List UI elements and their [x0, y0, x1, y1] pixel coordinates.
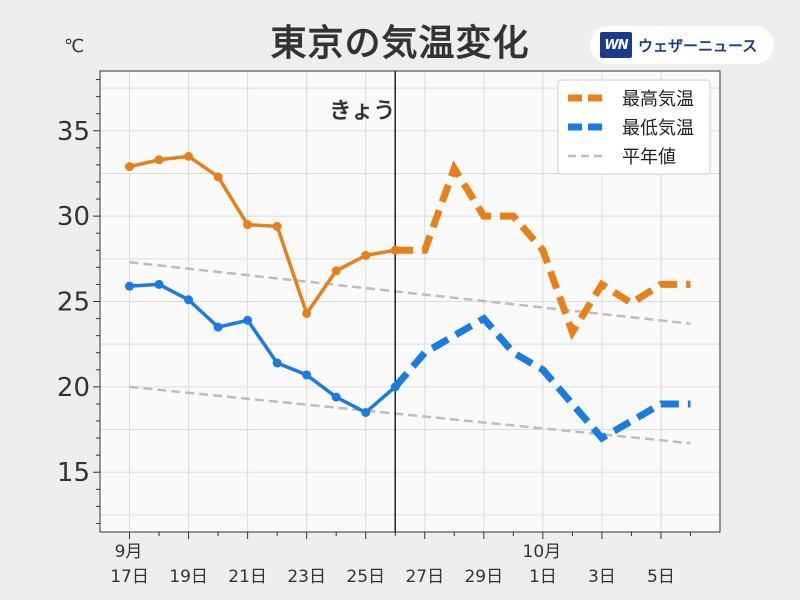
data-point-max	[331, 266, 341, 276]
data-point-max	[213, 172, 223, 182]
legend-label: 最高気温	[622, 89, 694, 110]
brand-logo: WN ウェザーニュース	[590, 26, 774, 64]
legend-box	[557, 79, 711, 175]
x-tick-label: 27日	[405, 567, 444, 587]
x-tick-label: 21日	[228, 567, 267, 587]
data-point-max	[390, 245, 400, 255]
data-point-min	[272, 358, 282, 368]
data-point-max	[125, 162, 135, 172]
x-tick-label: 5日	[647, 567, 675, 587]
brand-name: ウェザーニュース	[638, 36, 758, 55]
y-tick-label: 15	[57, 458, 90, 488]
data-point-max	[361, 250, 371, 260]
series-line-min-forecast	[392, 314, 691, 443]
x-tick-label: 17日	[110, 567, 149, 587]
data-point-min	[243, 315, 253, 325]
series-line-max-forecast	[395, 160, 691, 341]
data-point-min	[302, 370, 312, 380]
legend-label: 最低気温	[622, 118, 694, 139]
x-tick-label: 23日	[287, 567, 326, 587]
data-point-max	[243, 220, 253, 230]
brand-mark-icon: WN	[600, 32, 632, 58]
y-unit-label: ℃	[64, 36, 85, 57]
x-tick-label: 29日	[464, 567, 503, 587]
today-label: きょう	[329, 99, 395, 124]
data-point-min	[154, 279, 164, 289]
y-tick-label: 35	[57, 117, 90, 147]
data-point-min	[361, 407, 371, 417]
legend-label: 平年値	[622, 147, 676, 168]
data-point-min	[390, 382, 400, 392]
data-point-max	[184, 151, 194, 161]
data-point-max	[154, 155, 164, 165]
data-point-max	[302, 308, 312, 318]
series-line-normal	[129, 260, 691, 325]
data-point-min	[184, 295, 194, 305]
data-point-min	[125, 281, 135, 291]
x-tick-label: 1日	[529, 567, 557, 587]
chart-title: 東京の気温変化	[270, 23, 530, 64]
data-point-max	[272, 221, 282, 231]
y-tick-label: 25	[57, 288, 90, 318]
plot-frame	[99, 70, 721, 533]
series-line-min-observed	[129, 282, 397, 415]
x-tick-label: 3日	[588, 567, 616, 587]
series-line-max-observed	[129, 154, 396, 316]
data-point-min	[331, 392, 341, 402]
x-month-label: 9月	[115, 542, 143, 562]
x-tick-label: 25日	[346, 567, 385, 587]
data-point-min	[213, 322, 223, 332]
x-month-label: 10月	[523, 542, 562, 562]
y-tick-label: 20	[57, 373, 90, 403]
y-tick-label: 30	[57, 202, 90, 232]
x-tick-label: 19日	[169, 567, 208, 587]
